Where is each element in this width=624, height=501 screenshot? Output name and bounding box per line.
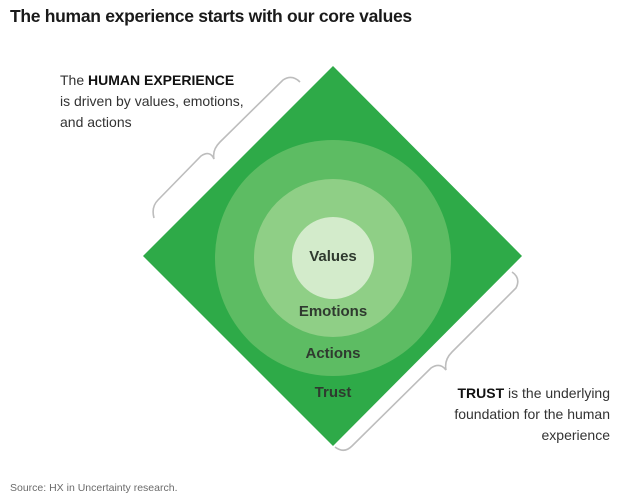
source-note: Source: HX in Uncertainty research.	[10, 482, 178, 494]
trust-note: TRUST is the underlying foundation for t…	[430, 383, 610, 446]
trust-note-bold: TRUST	[457, 385, 505, 401]
human-experience-note-prefix: The	[60, 72, 89, 88]
actions-label: Actions	[305, 345, 360, 362]
human-experience-note-text: is driven by values, emotions, and actio…	[60, 93, 244, 130]
human-experience-note-bold: HUMAN EXPERIENCE	[88, 72, 235, 88]
emotions-label: Emotions	[299, 303, 367, 320]
values-label: Values	[309, 248, 357, 265]
trust-label: Trust	[315, 384, 352, 401]
human-experience-bracket	[152, 76, 301, 219]
values-circle	[292, 217, 374, 299]
trust-bracket	[334, 271, 519, 452]
trust-note-text: is the underlying foundation for the hum…	[454, 385, 610, 443]
human-experience-note: The HUMAN EXPERIENCE is driven by values…	[60, 70, 260, 133]
page-title: The human experience starts with our cor…	[10, 6, 412, 26]
